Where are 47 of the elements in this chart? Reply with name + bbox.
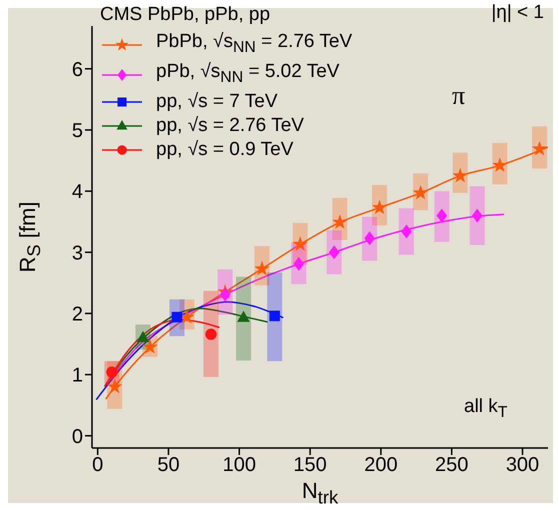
y-tick-label: 2 bbox=[72, 304, 83, 326]
point bbox=[220, 287, 230, 302]
point bbox=[472, 208, 482, 223]
point bbox=[142, 339, 158, 354]
point bbox=[332, 214, 348, 229]
point bbox=[136, 330, 150, 342]
point bbox=[254, 260, 270, 276]
y-tick-label: 5 bbox=[72, 120, 83, 142]
point bbox=[107, 378, 122, 394]
point bbox=[412, 184, 428, 200]
y-tick-label: 3 bbox=[72, 242, 83, 264]
legend-label: pp, √s = 2.76 TeV bbox=[156, 114, 304, 138]
point bbox=[237, 310, 250, 322]
point bbox=[372, 200, 388, 214]
y-tick-label: 4 bbox=[72, 181, 83, 204]
x-axis-title: N$_{trk}$ bbox=[300, 478, 340, 508]
y-tick-label: 6 bbox=[72, 58, 83, 81]
point bbox=[106, 366, 118, 378]
legend-label: PbPb, √s$_{NN}$ = 2.76 TeV bbox=[156, 30, 352, 58]
legend-label: pp, √s = 0.9 TeV bbox=[156, 138, 294, 162]
legend-label: pp, √s = 7 TeV bbox=[156, 90, 278, 114]
y-tick-label: 1 bbox=[72, 364, 83, 387]
x-tick-label: 300 bbox=[506, 454, 540, 476]
point bbox=[328, 245, 340, 260]
annotation: all k$_{T}$ bbox=[464, 396, 508, 422]
x-tick-label: 0 bbox=[92, 454, 104, 476]
point bbox=[436, 208, 448, 223]
legend-label: pPb, √s$_{NN}$ = 5.02 TeV bbox=[156, 60, 340, 88]
chart-title: CMS PbPb, pPb, pp bbox=[100, 4, 270, 26]
point bbox=[205, 328, 217, 340]
point bbox=[492, 157, 508, 172]
text: |η| < 1 bbox=[491, 2, 544, 24]
x-tick-label: 200 bbox=[364, 454, 398, 476]
point bbox=[532, 140, 548, 156]
x-tick-label: 100 bbox=[222, 454, 256, 476]
point bbox=[364, 231, 375, 246]
point bbox=[401, 224, 412, 238]
x-tick-label: 50 bbox=[157, 454, 180, 476]
point bbox=[172, 312, 182, 322]
x-tick-label: 150 bbox=[293, 454, 327, 476]
y-tick-label: 0 bbox=[72, 426, 83, 448]
point bbox=[269, 310, 280, 322]
x-tick-label: 250 bbox=[435, 454, 468, 476]
point bbox=[294, 256, 304, 271]
annotation: π bbox=[452, 81, 466, 111]
line-series bbox=[104, 308, 268, 387]
point bbox=[452, 168, 468, 182]
